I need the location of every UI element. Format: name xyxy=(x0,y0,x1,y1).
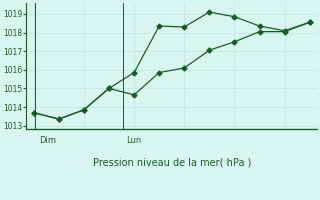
Text: Dim: Dim xyxy=(39,136,56,145)
Text: Pression niveau de la mer( hPa ): Pression niveau de la mer( hPa ) xyxy=(92,157,251,167)
Text: Lun: Lun xyxy=(126,136,142,145)
